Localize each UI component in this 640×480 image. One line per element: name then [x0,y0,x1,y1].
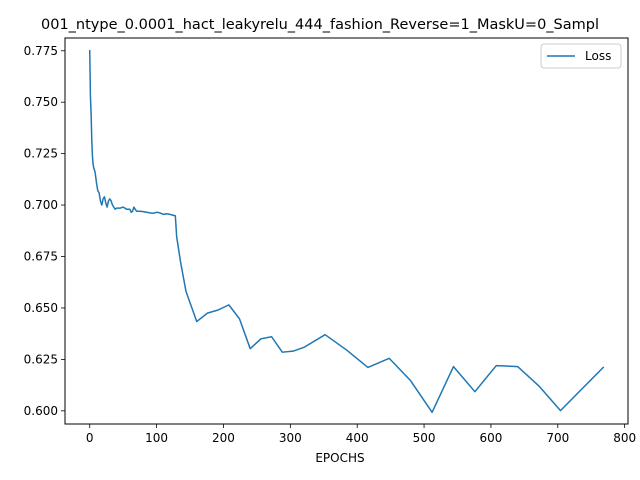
y-tick-label: 0.625 [24,352,58,366]
y-tick-label: 0.700 [24,198,58,212]
x-tick-label: 500 [413,431,436,445]
series-line-loss [88,49,605,414]
y-tick-label: 0.650 [24,301,58,315]
y-tick-label: 0.600 [24,404,58,418]
x-tick-label: 700 [546,431,569,445]
chart-title: 001_ntype_0.0001_hact_leakyrelu_444_fash… [41,17,599,33]
y-axis: 0.600 0.625 0.650 0.675 0.700 0.725 0.750 0.775 [24,44,65,418]
x-tick-label: 300 [279,431,302,445]
y-tick-label: 0.775 [24,44,58,58]
x-tick-label: 600 [479,431,502,445]
y-tick-label: 0.750 [24,95,58,109]
x-axis: 0 100 200 300 400 500 600 700 800 [86,424,636,445]
x-tick-label: 200 [212,431,235,445]
x-tick-label: 100 [145,431,168,445]
legend-box [540,43,622,69]
axes-frame [64,37,629,425]
legend: Loss [540,43,622,69]
x-tick-label: 400 [346,431,369,445]
plot-area [88,49,605,414]
x-tick-label: 0 [86,431,94,445]
y-tick-label: 0.675 [24,250,58,264]
y-tick-label: 0.725 [24,147,58,161]
x-tick-label: 800 [613,431,636,445]
legend-label: Loss [585,49,611,63]
x-axis-label: EPOCHS [315,451,364,465]
